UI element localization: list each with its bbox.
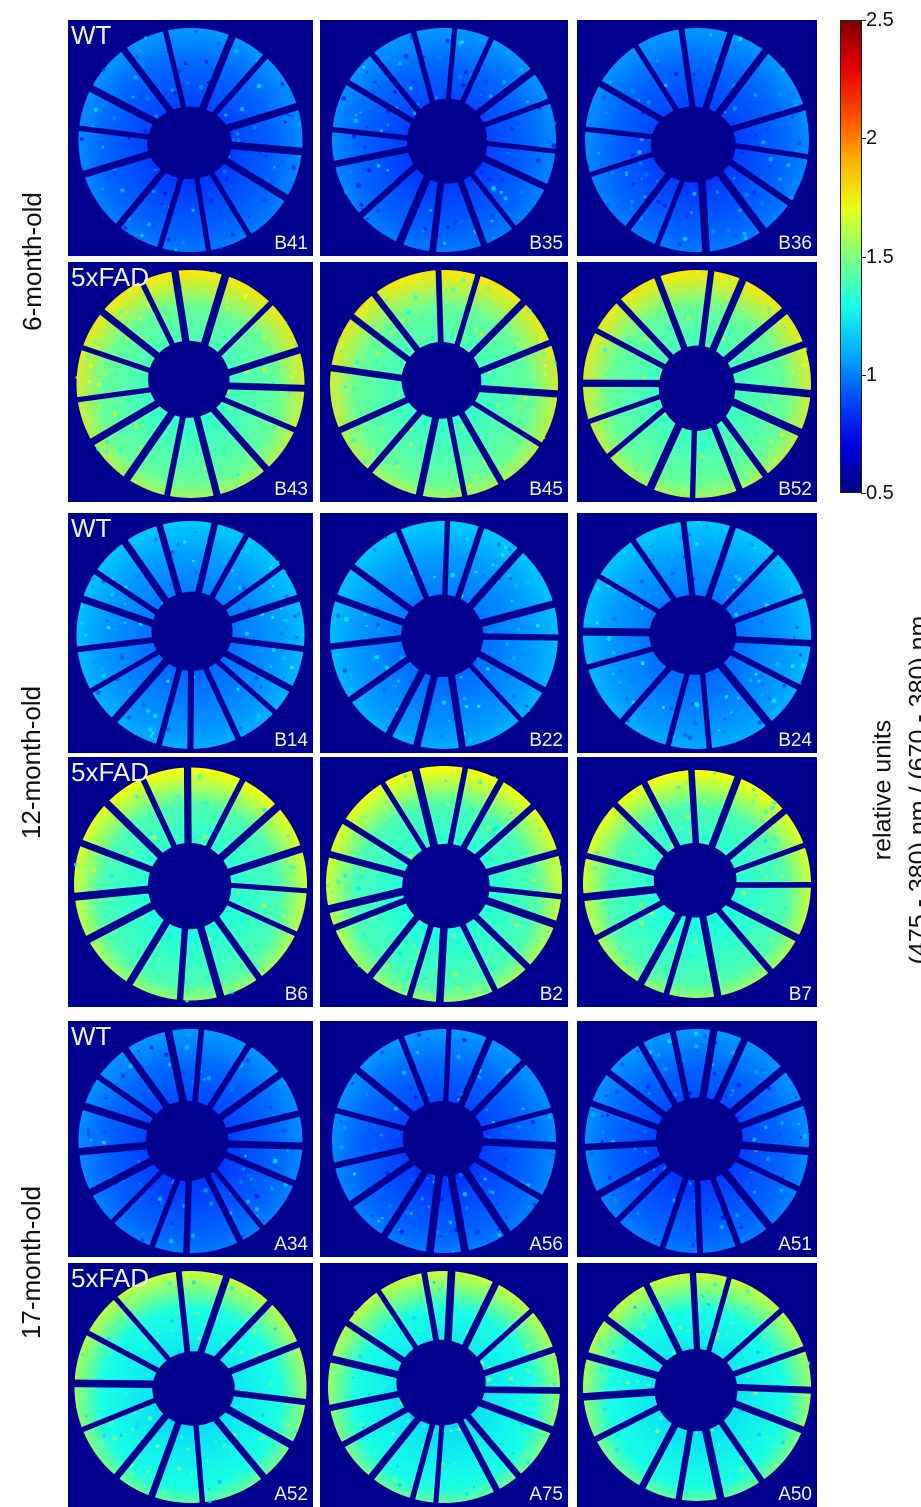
retina-flatmount-image: B22 [320,513,568,753]
retina-flatmount-image: 5xFAD B43 [68,262,313,502]
colorbar-tick-label: 1 [866,364,878,386]
colorbar-tick-mark [861,493,866,494]
retina-flatmount-image: A56 [320,1021,568,1257]
genotype-label: 5xFAD [71,262,150,292]
colorbar-title-line2: (475 - 380) nm / (670 - 380) nm [904,615,921,965]
retina-flatmount-image: A51 [577,1021,817,1257]
colorbar-title: relative units (475 - 380) nm / (670 - 3… [800,520,921,1060]
sample-id-label: B22 [529,730,563,751]
sample-id-label: B45 [529,479,563,500]
sample-id-label: B36 [778,233,812,254]
retina-disc-graphic [68,760,313,1007]
retina-disc-graphic [71,1022,311,1257]
sample-id-label: A75 [529,1484,563,1505]
retina-flatmount-image: WT B14 [68,513,313,753]
retina-disc-graphic [68,1265,313,1507]
sample-id-label: B2 [539,984,563,1005]
sample-id-label: A56 [529,1234,563,1255]
sample-id-label: B7 [788,984,812,1005]
row-label-6-month: 6-month-old [2,20,62,502]
colorbar-tick-mark [861,257,866,258]
retina-disc-graphic [70,263,312,502]
colorbar-tick-label: 0.5 [866,482,894,504]
colorbar-tick-label: 2.5 [866,9,894,31]
genotype-label: WT [71,1021,112,1051]
colorbar-tick-mark [861,375,866,376]
retina-disc-graphic [72,23,310,256]
sample-id-label: A34 [274,1234,308,1255]
retina-disc-graphic [577,1265,817,1507]
retina-disc-graphic [577,515,817,753]
genotype-label: 5xFAD [71,1263,150,1293]
retina-disc-graphic [323,263,565,502]
retina-disc-graphic [322,1264,567,1507]
colorbar [840,20,862,493]
retina-disc-graphic [577,1022,817,1257]
retina-flatmount-image: WT B41 [68,20,313,256]
retina-flatmount-image: B24 [577,513,817,753]
retina-disc-graphic [320,759,568,1007]
retina-flatmount-image: B36 [577,20,817,256]
retina-flatmount-image: WT A34 [68,1021,313,1257]
row-label-12-month: 12-month-old [2,516,62,1008]
retina-flatmount-image: B35 [320,20,568,256]
retina-flatmount-image: 5xFAD A52 [68,1263,313,1507]
retina-disc-graphic [327,1022,564,1257]
retina-flatmount-image: A75 [320,1263,568,1507]
retina-disc-graphic [578,22,815,256]
sample-id-label: A52 [274,1484,308,1505]
sample-id-label: B24 [778,730,812,751]
retina-disc-graphic [577,762,817,1005]
retina-disc-graphic [323,514,565,753]
sample-id-label: B52 [778,479,812,500]
colorbar-tick-label: 2 [866,127,878,149]
genotype-label: WT [71,513,112,543]
retina-flatmount-image: B52 [577,262,817,502]
retina-flatmount-image: B45 [320,262,568,502]
row-label-17-month: 17-month-old [2,1020,62,1504]
retina-disc-graphic [325,22,563,256]
row-label-text: 17-month-old [16,1185,47,1339]
colorbar-tick-mark [861,138,866,139]
retina-disc-graphic [577,263,817,502]
sample-id-label: B35 [529,233,563,254]
retina-disc-graphic [69,515,312,753]
genotype-label: WT [71,20,112,50]
genotype-label: 5xFAD [71,757,150,787]
retina-flatmount-image: B2 [320,757,568,1007]
sample-id-label: B6 [284,984,308,1005]
colorbar-title-line1: relative units [868,719,896,861]
retina-flatmount-image: B7 [577,757,817,1007]
sample-id-label: B14 [274,730,308,751]
sample-id-label: B43 [274,479,308,500]
row-label-text: 6-month-old [16,191,47,331]
colorbar-tick-mark [861,20,866,21]
row-label-text: 12-month-old [16,685,47,839]
retina-flatmount-image: A50 [577,1263,817,1507]
sample-id-label: B41 [274,233,308,254]
retina-flatmount-image: 5xFAD B6 [68,757,313,1007]
sample-id-label: A51 [778,1234,812,1255]
sample-id-label: A50 [778,1484,812,1505]
colorbar-tick-label: 1.5 [866,246,894,268]
